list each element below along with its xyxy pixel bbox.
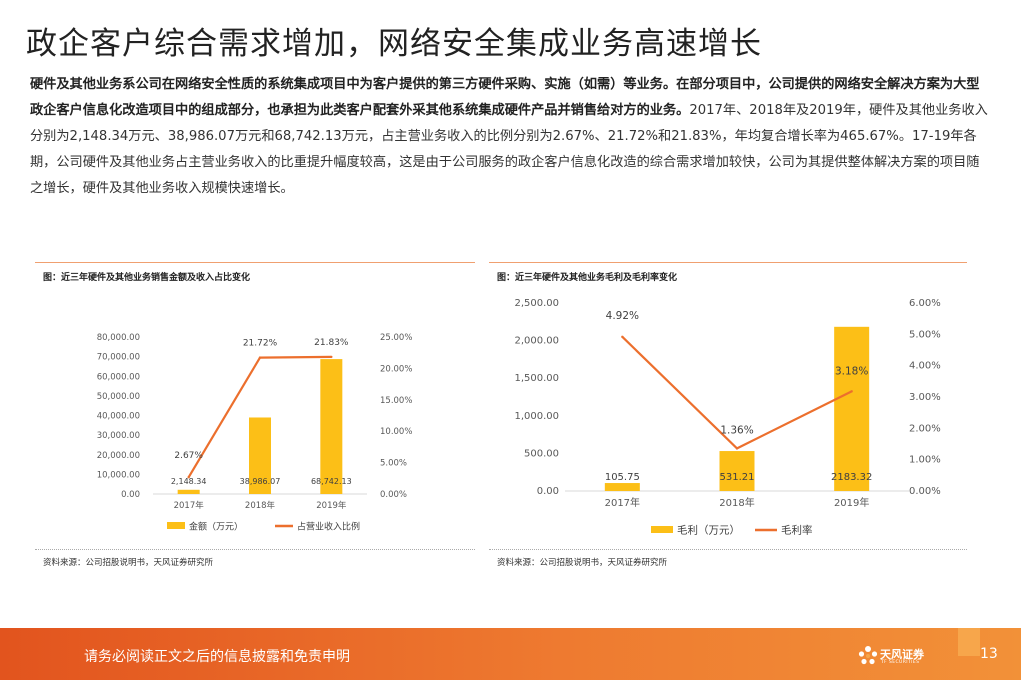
bar: [320, 359, 343, 494]
line-value-label: 2.67%: [174, 451, 203, 461]
y-right-tick-label: 6.00%: [909, 298, 941, 309]
line-point: [621, 335, 624, 339]
line-point: [735, 447, 739, 450]
bar: [249, 417, 271, 494]
logo-text-en: TF SECURITIES: [881, 660, 920, 665]
y-left-tick-label: 2,000.00: [514, 336, 559, 347]
y-left-tick-label: 70,000.00: [97, 353, 140, 363]
company-logo: 天风证券 TF SECURITIES: [856, 644, 946, 668]
line-point: [330, 355, 333, 359]
chart-bottom-divider: [489, 549, 967, 550]
y-left-tick-label: 20,000.00: [97, 451, 140, 461]
line-value-label: 21.83%: [314, 338, 349, 348]
chart-source: 资料来源：公司招股说明书，天风证券研究所: [43, 558, 214, 568]
chart-panel-gross-profit: 图：近三年硬件及其他业务毛利及毛利率变化 0.00 500.00 1,000.00 1…: [489, 262, 967, 574]
page-number: 13: [980, 646, 998, 662]
body-paragraph-bold: 硬件及其他业务系公司在网络安全性质的系统集成项目中为客户提供的第三方硬件采购、实…: [30, 77, 980, 118]
body-paragraph-rest: 2017年、2018年及2019年，硬件及其他业务收入分别为2,148.34万元…: [30, 103, 988, 196]
bar: [177, 489, 200, 494]
y-right-tick-label: 0.00%: [380, 490, 407, 500]
y-right-tick-label: 25.00%: [380, 333, 412, 343]
bar-value-label: 2,148.34: [171, 477, 207, 486]
line-value-label: 21.72%: [243, 339, 278, 349]
x-tick-label: 2018年: [719, 496, 754, 509]
y-left-tick-label: 0.00: [537, 486, 559, 497]
legend-bar-label: 金额（万元）: [189, 521, 243, 533]
y-right-tick-label: 2.00%: [909, 423, 941, 434]
chart-top-divider: [35, 262, 475, 263]
y-right-tick-label: 10.00%: [380, 427, 412, 437]
page-number-tab: [958, 628, 980, 656]
legend-bar-swatch: [167, 522, 185, 529]
chart-title: 图：近三年硬件及其他业务销售金额及收入占比变化: [43, 273, 251, 283]
y-left-tick-label: 60,000.00: [97, 372, 140, 382]
y-right-tick-label: 0.00%: [909, 486, 941, 497]
x-tick-label: 2019年: [316, 500, 347, 511]
y-right-tick-label: 1.00%: [909, 455, 941, 466]
body-paragraph: 硬件及其他业务系公司在网络安全性质的系统集成项目中为客户提供的第三方硬件采购、实…: [30, 72, 990, 202]
x-tick-label: 2017年: [174, 500, 205, 511]
bar-value-label: 68,742.13: [311, 477, 352, 486]
x-tick-label: 2017年: [605, 496, 640, 509]
bar-value-label: 105.75: [605, 472, 640, 483]
y-right-tick-label: 5.00%: [909, 329, 941, 340]
bar: [719, 451, 755, 491]
y-right-tick-label: 3.00%: [909, 392, 941, 403]
line-point: [850, 390, 853, 393]
sales-chart: 0.00 10,000.00 20,000.00 30,000.00 40,000.00…: [97, 333, 413, 533]
y-right-tick-label: 20.00%: [380, 364, 412, 374]
legend-line-label: 毛利率: [781, 524, 813, 537]
y-left-tick-label: 500.00: [524, 448, 559, 459]
page-title: 政企客户综合需求增加，网络安全集成业务高速增长: [26, 26, 762, 62]
line-value-label: 4.92%: [606, 310, 639, 322]
y-left-tick-label: 10,000.00: [97, 470, 140, 480]
chart-bottom-divider: [35, 549, 475, 550]
y-right-tick-label: 15.00%: [380, 396, 412, 406]
chart-source: 资料来源：公司招股说明书，天风证券研究所: [497, 558, 668, 568]
line-value-label: 1.36%: [720, 424, 753, 436]
bar: [604, 483, 640, 491]
y-left-tick-label: 1,500.00: [514, 373, 559, 384]
line-point: [258, 356, 262, 359]
y-left-tick-label: 1,000.00: [514, 411, 559, 422]
y-left-tick-label: 50,000.00: [97, 392, 140, 402]
chart-top-divider: [489, 262, 967, 263]
legend-line-label: 占营业收入比例: [297, 521, 360, 533]
y-left-tick-label: 0.00: [121, 490, 140, 500]
bar-value-label: 2183.32: [831, 472, 872, 483]
chart-panel-sales: 图：近三年硬件及其他业务销售金额及收入占比变化 0.00 10,000.00 20,…: [35, 262, 475, 574]
gross-profit-chart: 0.00 500.00 1,000.00 1,500.00 2,000.00 2,500.…: [514, 298, 941, 537]
y-right-tick-label: 5.00%: [380, 459, 407, 469]
line-value-label: 3.18%: [835, 365, 868, 377]
x-tick-label: 2019年: [834, 496, 869, 509]
flower-logo-icon: [858, 646, 878, 665]
legend-bar-label: 毛利（万元）: [677, 525, 740, 537]
y-right-tick-label: 4.00%: [909, 361, 941, 372]
bar-value-label: 38,986.07: [240, 477, 281, 486]
disclaimer-text[interactable]: 请务必阅读正文之后的信息披露和免责申明: [84, 649, 350, 665]
chart-title: 图：近三年硬件及其他业务毛利及毛利率变化: [497, 273, 678, 283]
y-left-tick-label: 2,500.00: [514, 298, 559, 309]
bar: [834, 326, 870, 491]
y-left-tick-label: 80,000.00: [97, 333, 140, 343]
x-tick-label: 2018年: [245, 500, 276, 511]
line-point: [187, 476, 190, 479]
y-left-tick-label: 40,000.00: [97, 412, 140, 422]
logo-text-cn: 天风证券: [880, 648, 924, 661]
y-left-tick-label: 30,000.00: [97, 431, 140, 441]
footer-bar: 请务必阅读正文之后的信息披露和免责申明 天风证券 TF SECURITIES 1…: [0, 628, 1021, 680]
legend-bar-swatch: [651, 526, 673, 533]
bar-value-label: 531.21: [720, 472, 755, 483]
